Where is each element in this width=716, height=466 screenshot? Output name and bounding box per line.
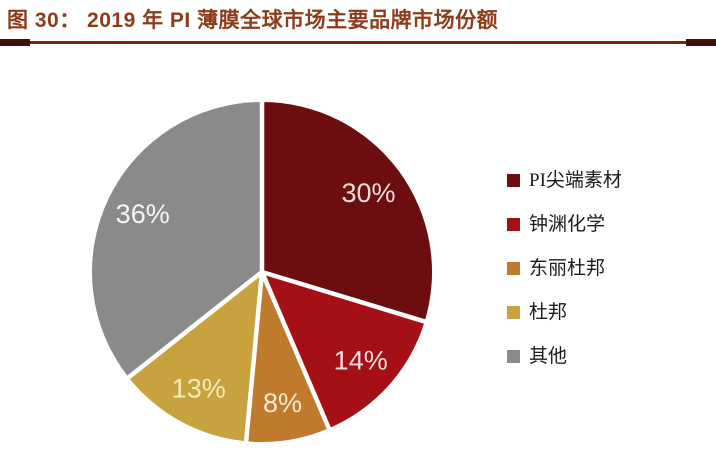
legend-item: PI尖端素材 <box>507 158 622 202</box>
legend-swatch <box>507 305 520 319</box>
pie-slice-label: 13% <box>172 374 226 404</box>
slice-separator <box>259 271 332 431</box>
pie-slice-label: 30% <box>341 178 395 208</box>
pie-chart: 30% 14% 8% 13% 36% <box>92 101 432 443</box>
slice-separator <box>126 270 264 380</box>
slice-separator <box>261 269 427 324</box>
legend-item: 杜邦 <box>507 290 622 334</box>
slice-separator <box>243 271 265 443</box>
pie-slice-PI尖端素材 <box>262 102 432 322</box>
legend-label: 东丽杜邦 <box>529 257 606 279</box>
legend-swatch <box>507 261 520 275</box>
pie-slice-杜邦 <box>128 272 262 442</box>
legend-item: 钟渊化学 <box>507 202 622 246</box>
title-underline <box>0 39 716 46</box>
legend-swatch <box>507 349 520 363</box>
legend-label: 其他 <box>529 345 568 367</box>
legend-label: 杜邦 <box>529 301 568 323</box>
legend-label: 钟渊化学 <box>529 213 606 235</box>
underline-left-cap <box>0 39 30 46</box>
legend-swatch <box>507 173 520 187</box>
legend-swatch <box>507 217 520 231</box>
legend-item: 其他 <box>507 334 622 378</box>
underline-right-cap <box>686 39 716 46</box>
pie-slice-其他 <box>92 102 263 378</box>
legend-item: 东丽杜邦 <box>507 246 622 290</box>
pie-slice-东丽杜邦 <box>246 272 329 442</box>
figure-title: 图 30： 2019 年 PI 薄膜全球市场主要品牌市场份额 <box>7 9 499 32</box>
pie-slice-label: 14% <box>334 346 388 376</box>
pie-slice-label: 36% <box>116 199 170 229</box>
chart-legend: PI尖端素材 钟渊化学东丽杜邦杜邦其他 <box>507 158 622 378</box>
pie-slice-label: 8% <box>263 388 302 418</box>
legend-label: PI尖端素材 <box>529 169 622 191</box>
